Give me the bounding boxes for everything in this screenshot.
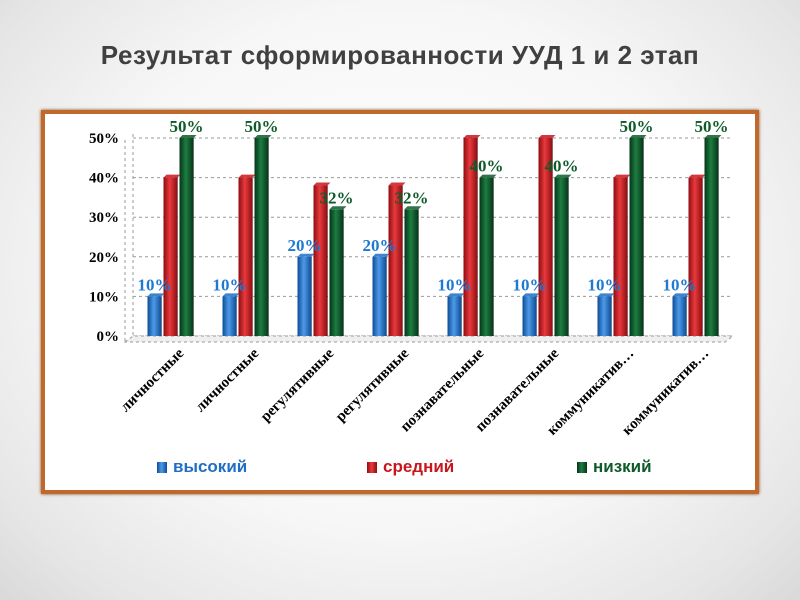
y-tick-label: 10% [89,289,119,305]
bar [522,296,537,336]
data-label: 10% [663,275,697,294]
bar-top [372,253,390,257]
chart-frame: 10% 10% 20% 20% 10% 10% 10% 10% 50% 50% 32% 32% 40% 4… [41,110,759,494]
bar [447,296,462,336]
bar-top [554,174,572,178]
y-tick-label: 30% [89,210,119,226]
bar-top [222,293,240,297]
legend-label: средний [383,457,454,476]
legend-label: высокий [173,457,247,476]
bar-top [463,135,481,138]
y-tick-label: 50% [89,131,119,147]
bar [372,256,387,336]
bar [629,138,644,336]
chart-floor [123,335,735,343]
bar [147,296,162,336]
bar [404,209,419,336]
bar-top [329,206,347,210]
bar-top [629,135,647,138]
bar [554,177,569,336]
data-label: 32% [395,188,429,207]
bar [613,177,628,336]
bar-top [163,174,181,178]
bar [463,138,478,336]
data-label: 40% [545,157,579,176]
data-label: 10% [438,275,472,294]
bar [222,296,237,336]
bar-top [479,174,497,178]
bar-top [672,293,690,297]
bar-top [522,293,540,297]
y-tick-label: 40% [89,171,119,187]
slide-title: Результат сформированности УУД 1 и 2 эта… [100,40,700,70]
bar [688,177,703,336]
bar-top [688,174,706,178]
bar [313,185,328,336]
bar-top [147,293,165,297]
x-category-label: личностные [193,345,263,415]
bar [297,256,312,336]
bar-top [254,135,272,138]
x-category-label: регулятивные [333,345,413,425]
bar-top [704,135,722,138]
bar [704,138,719,336]
data-label: 50% [695,117,729,136]
legend-label: низкий [593,457,652,476]
data-label: 20% [288,236,322,255]
legend-swatch [577,462,587,473]
data-label: 32% [320,188,354,207]
data-label: 50% [620,117,654,136]
bar [254,138,269,336]
bar [538,138,553,336]
bar-top [447,293,465,297]
bar-top [179,135,197,138]
bar-top [538,135,556,138]
legend-swatch [157,462,167,473]
data-label: 50% [245,117,279,136]
bar-top [313,182,331,186]
y-tick-label: 0% [97,329,120,345]
bar-top [597,293,615,297]
bar-top [297,253,315,257]
bar-top [404,206,422,210]
data-label: 10% [138,275,172,294]
bar-top [388,182,406,186]
legend-swatch [367,462,377,473]
bar [329,209,344,336]
data-label: 10% [513,275,547,294]
x-category-label: регулятивные [258,345,338,425]
y-tick-label: 20% [89,250,119,266]
data-label: 10% [213,275,247,294]
bar [597,296,612,336]
bar-chart: 10% 10% 20% 20% 10% 10% 10% 10% 50% 50% 32% 32% 40% 4… [89,117,735,476]
data-label: 20% [363,236,397,255]
x-category-label: личностные [118,345,188,415]
data-label: 10% [588,275,622,294]
data-label: 40% [470,157,504,176]
bar [163,177,178,336]
bar [672,296,687,336]
bar-top [238,174,256,178]
bar [388,185,403,336]
bar [179,138,194,336]
bar-top [613,174,631,178]
bar [238,177,253,336]
data-label: 50% [170,117,204,136]
bar [479,177,494,336]
